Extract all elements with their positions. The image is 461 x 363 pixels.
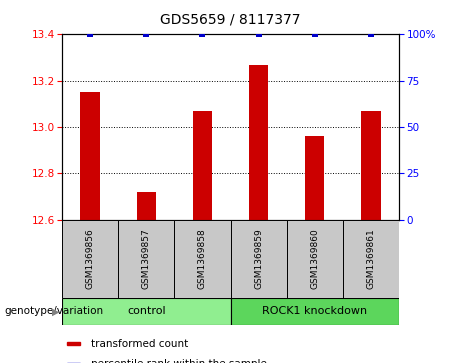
Bar [174, 220, 230, 298]
Text: GSM1369856: GSM1369856 [86, 228, 95, 289]
Text: GDS5659 / 8117377: GDS5659 / 8117377 [160, 13, 301, 27]
Bar [62, 298, 230, 325]
Bar [305, 136, 325, 220]
Bar [118, 220, 174, 298]
Text: ROCK1 knockdown: ROCK1 knockdown [262, 306, 367, 316]
Text: GSM1369860: GSM1369860 [310, 228, 319, 289]
Bar [361, 111, 380, 220]
Point [367, 32, 374, 37]
Text: percentile rank within the sample: percentile rank within the sample [91, 359, 267, 363]
Text: ▶: ▶ [52, 306, 59, 316]
Text: GSM1369859: GSM1369859 [254, 228, 263, 289]
Bar [81, 92, 100, 220]
Text: transformed count: transformed count [91, 339, 188, 348]
Point [255, 32, 262, 37]
Text: GSM1369857: GSM1369857 [142, 228, 151, 289]
Text: genotype/variation: genotype/variation [5, 306, 104, 316]
Bar [249, 65, 268, 220]
Bar [62, 220, 118, 298]
Point [311, 32, 318, 37]
Bar [230, 220, 287, 298]
Bar [67, 342, 80, 345]
Bar [287, 220, 343, 298]
Point [142, 32, 150, 37]
Text: control: control [127, 306, 165, 316]
Bar [193, 111, 212, 220]
Bar [343, 220, 399, 298]
Bar [230, 298, 399, 325]
Text: GSM1369858: GSM1369858 [198, 228, 207, 289]
Text: GSM1369861: GSM1369861 [366, 228, 375, 289]
Bar [136, 192, 156, 220]
Point [199, 32, 206, 37]
Point [87, 32, 94, 37]
